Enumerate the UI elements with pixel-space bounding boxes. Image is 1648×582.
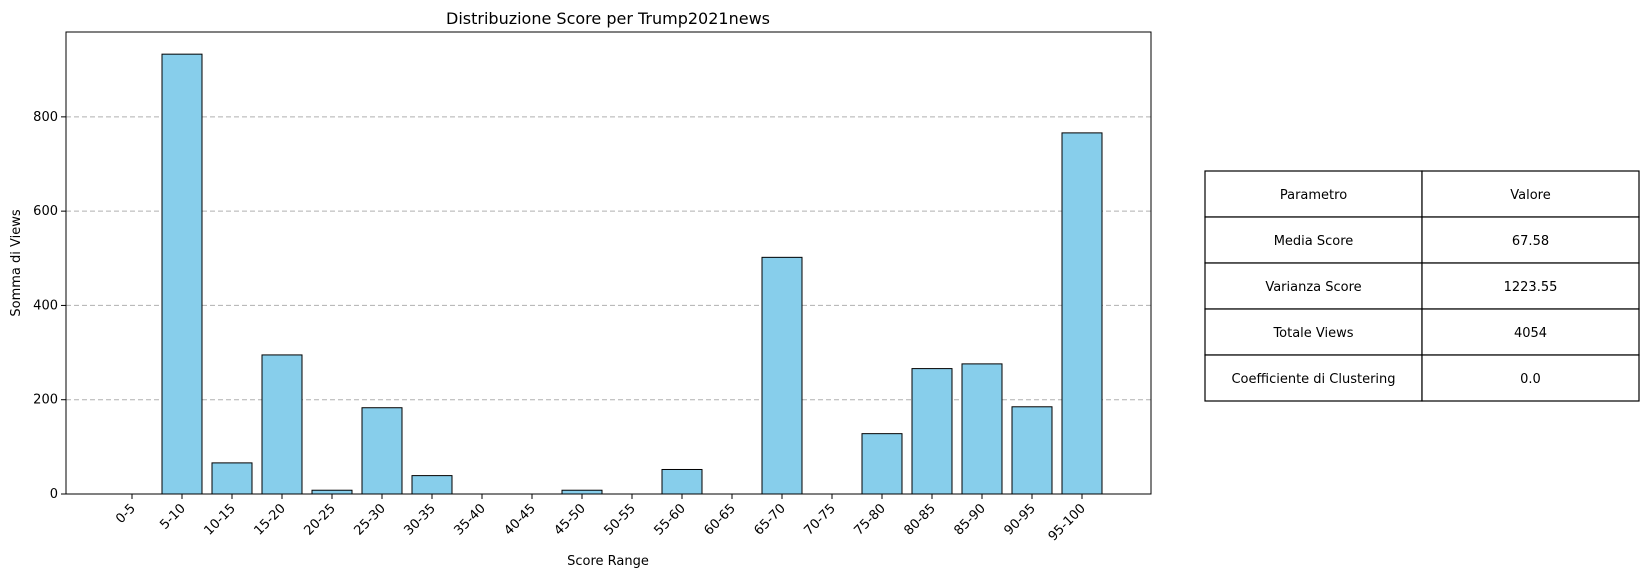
x-tick-label: 35-40 [452,501,489,538]
table-cell-text: Coefficiente di Clustering [1231,372,1395,387]
x-tick-label: 45-50 [552,501,589,538]
bar-10-15 [212,463,252,494]
x-tick-label: 0-5 [113,501,139,527]
x-tick-label: 90-95 [1002,501,1039,538]
bar-5-10 [162,54,202,494]
bar-85-90 [962,364,1002,494]
table-cell-text: 4054 [1514,326,1547,341]
x-tick-label: 55-60 [652,501,689,538]
bars [112,54,1102,494]
table-cell-text: 67.58 [1512,234,1549,249]
table-cell-text: Media Score [1274,234,1354,249]
x-tick-label: 95-100 [1046,501,1089,544]
y-axis-ticks: 0 200 400 600 800 [33,110,66,502]
bar-20-25 [312,490,352,494]
x-tick-label: 70-75 [802,501,839,538]
y-tick-label: 600 [33,204,58,219]
x-tick-label: 20-25 [302,501,339,538]
x-tick-label: 85-90 [952,501,989,538]
table-cell-text: Totale Views [1272,326,1353,341]
x-tick-label: 10-15 [202,501,239,538]
table-cell-text: 0.0 [1520,372,1541,387]
x-tick-label: 15-20 [252,501,289,538]
y-tick-label: 800 [33,110,58,125]
y-tick-label: 400 [33,298,58,313]
bar-65-70 [762,257,802,494]
bar-15-20 [262,355,302,494]
x-tick-label: 65-70 [752,501,789,538]
x-axis-ticks: 0-5 5-10 10-15 15-20 20-25 25-30 30-35 35-40 40-… [113,494,1089,544]
grid-lines [66,117,1151,400]
bar-45-50 [562,490,602,494]
table-header-text: Parametro [1280,188,1347,203]
x-tick-label: 75-80 [852,501,889,538]
x-tick-label: 30-35 [402,501,439,538]
table-header-text: Valore [1510,188,1550,203]
x-tick-label: 40-45 [502,501,539,538]
table-cell-text: 1223.55 [1504,280,1558,295]
chart-title: Distribuzione Score per Trump2021news [446,9,770,28]
bar-80-85 [912,369,952,494]
y-axis-label: Somma di Views [9,209,24,316]
bar-95-100 [1062,133,1102,494]
x-tick-label: 60-65 [702,501,739,538]
x-tick-label: 80-85 [902,501,939,538]
bar-30-35 [412,476,452,494]
bar-55-60 [662,469,702,494]
bar-25-30 [362,408,402,494]
x-tick-label: 5-10 [157,501,188,532]
x-tick-label: 50-55 [602,501,639,538]
stats-table: Parametro Valore Media Score 67.58 Varianza … [1205,171,1639,401]
x-axis-label: Score Range [567,554,649,569]
y-tick-label: 200 [33,393,58,408]
bar-75-80 [862,434,902,494]
table-cell-text: Varianza Score [1265,280,1361,295]
y-tick-label: 0 [50,487,58,502]
x-tick-label: 25-30 [352,501,389,538]
bar-90-95 [1012,407,1052,494]
